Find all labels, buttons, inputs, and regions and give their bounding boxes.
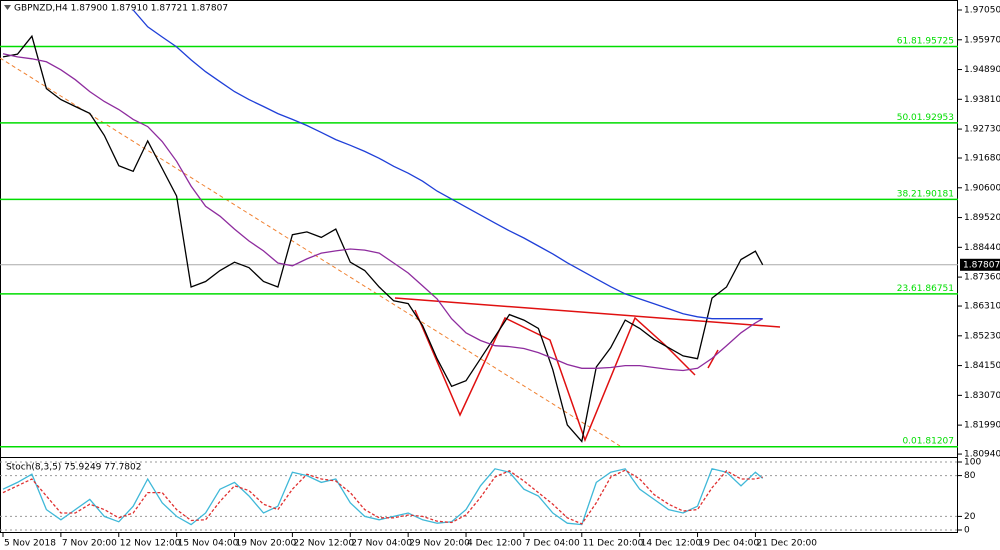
pattern-line: [707, 349, 719, 369]
fib-label: 38.21.90181: [897, 189, 954, 199]
header-icon: [4, 5, 11, 10]
y-tick-label: 1.86310: [964, 302, 1000, 312]
indicator-title: Stoch(8,3,5) 75.9249 77.7802: [6, 463, 141, 473]
fib-level: 61.8: [897, 36, 917, 46]
x-tick-label: 19 Dec 04:00: [699, 539, 760, 549]
y-tick-label: 1.89520: [964, 213, 1000, 223]
fib-value: 1.90181: [917, 189, 954, 199]
x-tick-label: 21 Dec 20:00: [756, 539, 817, 549]
y-tick-label: 0: [964, 526, 970, 536]
x-tick-label: 19 Nov 20:00: [236, 539, 297, 549]
x-tick-label: 11 Dec 20:00: [583, 539, 644, 549]
x-tick-label: 7 Dec 04:00: [525, 539, 580, 549]
fib-value: 1.95725: [917, 36, 954, 46]
x-tick-label: 29 Nov 20:00: [409, 539, 470, 549]
frame: [0, 0, 958, 533]
y-tick-label: 1.97050: [964, 5, 1000, 15]
y-tick-label: 1.80940: [964, 450, 1000, 460]
fib-label: 61.81.95725: [897, 36, 954, 46]
y-tick-label: 1.93810: [964, 95, 1000, 105]
x-tick-label: 5 Nov 2018: [4, 539, 56, 549]
y-tick-label: 80: [964, 471, 976, 481]
x-tick-label: 7 Nov 20:00: [62, 539, 117, 549]
y-tick-label: 1.88440: [964, 243, 1000, 253]
y-tick-label: 1.92730: [964, 125, 1000, 135]
price-tag: [960, 258, 1000, 271]
series-line: [132, 9, 763, 320]
y-tick-label: 1.85230: [964, 331, 1000, 341]
fib-level: 23.6: [897, 283, 917, 293]
pattern-line: [414, 309, 696, 443]
x-tick-label: 12 Nov 12:00: [120, 539, 181, 549]
x-tick-label: 27 Nov 04:00: [351, 539, 412, 549]
fib-level: 50.0: [897, 112, 917, 122]
y-tick-label: 1.95970: [964, 35, 1000, 45]
x-tick-label: 22 Nov 12:00: [293, 539, 354, 549]
neckline: [394, 297, 781, 328]
chart-header: GBPNZD,H4 1.87900 1.87910 1.87721 1.8780…: [14, 4, 228, 14]
y-tick-label: 1.91680: [964, 154, 1000, 164]
y-tick-label: 1.84150: [964, 361, 1000, 371]
series-line: [2, 53, 764, 372]
fib-level: 38.2: [897, 189, 917, 199]
y-tick-label: 1.90600: [964, 183, 1000, 193]
fib-label: 23.61.86751: [897, 283, 954, 293]
y-tick-label: 1.87360: [964, 273, 1000, 283]
y-tick-label: 1.81990: [964, 421, 1000, 431]
series-line: [2, 34, 764, 443]
y-tick-label: 1.83070: [964, 391, 1000, 401]
fib-value: 1.86751: [917, 283, 954, 293]
fib-value: 1.92953: [917, 112, 954, 122]
series-line: [2, 469, 763, 525]
fib-level: 0.0: [902, 436, 917, 446]
fib-label: 0.01.81207: [902, 436, 954, 446]
x-tick-label: 14 Dec 12:00: [641, 539, 702, 549]
x-tick-label: 15 Nov 04:00: [178, 539, 239, 549]
y-tick-label: 20: [964, 512, 976, 522]
price-tag-label: 1.87807: [963, 260, 1000, 270]
x-tick-label: 4 Dec 12:00: [467, 539, 522, 549]
fib-value: 1.81207: [917, 436, 954, 446]
y-tick-label: 100: [964, 458, 981, 468]
y-tick-label: 1.94890: [964, 65, 1000, 75]
fib-label: 50.01.92953: [897, 112, 954, 122]
